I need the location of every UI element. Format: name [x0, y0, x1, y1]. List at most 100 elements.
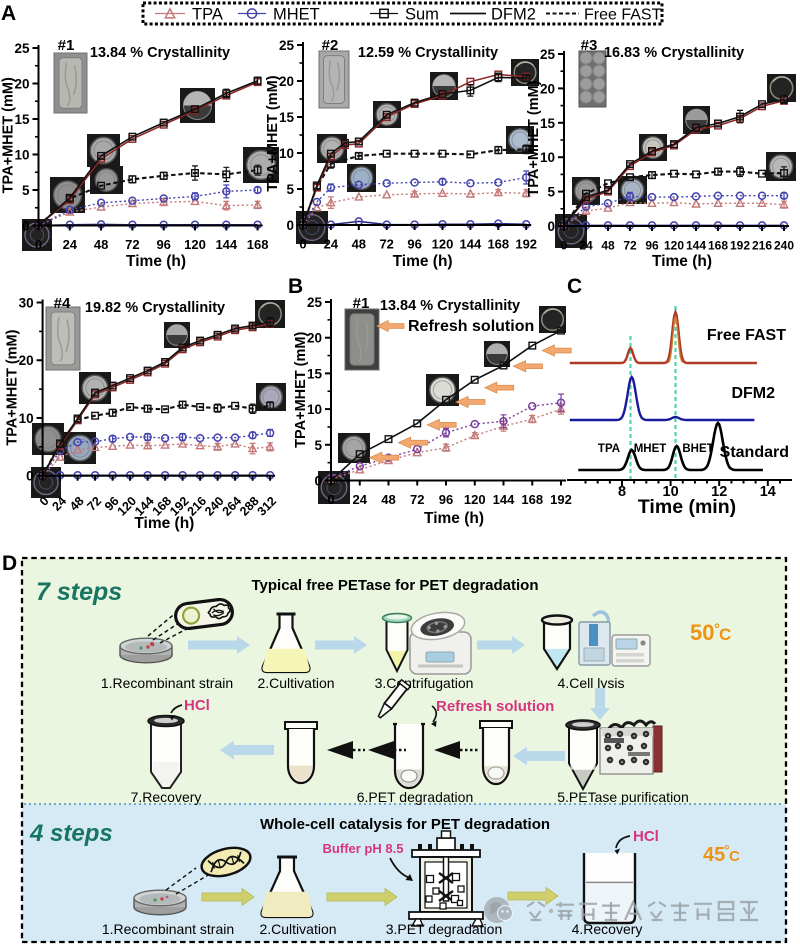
svg-text:13.84 % Crystallinity: 13.84 % Crystallinity — [90, 45, 230, 61]
svg-text:MHET: MHET — [634, 443, 667, 455]
svg-text:Buffer pH 8.5: Buffer pH 8.5 — [323, 841, 404, 856]
svg-text:TPA+MHET (mM): TPA+MHET (mM) — [5, 329, 21, 445]
svg-text:216: 216 — [752, 239, 772, 253]
svg-text:48: 48 — [381, 492, 395, 507]
svg-text:25: 25 — [14, 41, 30, 56]
svg-text:120: 120 — [184, 237, 206, 252]
svg-text:144: 144 — [686, 239, 706, 253]
svg-text:Free FAST: Free FAST — [707, 327, 786, 344]
svg-text:TPA+MHET (mM): TPA+MHET (mM) — [293, 332, 309, 448]
svg-text:7.Recovery: 7.Recovery — [131, 789, 202, 805]
svg-text:12: 12 — [711, 484, 727, 500]
svg-text:96: 96 — [645, 239, 659, 253]
svg-text:6.PET degradation: 6.PET degradation — [357, 789, 474, 805]
svg-text:0: 0 — [35, 237, 42, 252]
svg-text:20: 20 — [540, 81, 555, 96]
svg-text:15: 15 — [540, 116, 556, 131]
svg-text:24: 24 — [324, 237, 339, 252]
svg-text:HCl: HCl — [633, 828, 659, 845]
svg-text:DFM2: DFM2 — [491, 6, 536, 24]
svg-text:72: 72 — [125, 237, 139, 252]
svg-text:0: 0 — [286, 218, 294, 233]
svg-text:24: 24 — [579, 239, 593, 253]
svg-text:0: 0 — [299, 237, 306, 252]
svg-text:C: C — [729, 848, 740, 865]
svg-text:Refresh solution: Refresh solution — [436, 698, 554, 715]
svg-text:Free FAST: Free FAST — [584, 7, 662, 24]
svg-text:192: 192 — [730, 239, 750, 253]
svg-text:C: C — [719, 625, 731, 644]
svg-text:168: 168 — [487, 237, 509, 252]
svg-text:D: D — [2, 552, 17, 575]
svg-text:Typical free PETase for PET de: Typical free PETase for PET degradation — [251, 577, 538, 594]
svg-text:C: C — [567, 275, 582, 298]
svg-text:20: 20 — [14, 77, 29, 92]
svg-text:1.Recombinant strain: 1.Recombinant strain — [102, 921, 234, 937]
svg-text:Time (min): Time (min) — [638, 496, 736, 518]
svg-text:120: 120 — [432, 237, 454, 252]
svg-text:50: 50 — [690, 620, 714, 645]
svg-text:4 steps: 4 steps — [29, 820, 113, 847]
svg-text:96: 96 — [407, 237, 421, 252]
svg-text:0: 0 — [314, 474, 322, 489]
svg-text:96: 96 — [439, 492, 453, 507]
svg-text:30: 30 — [19, 296, 34, 311]
svg-text:25: 25 — [540, 47, 556, 62]
svg-text:1.Recombinant strain: 1.Recombinant strain — [101, 675, 233, 691]
svg-text:°: ° — [714, 621, 720, 638]
svg-text:14: 14 — [760, 484, 776, 500]
svg-text:168: 168 — [521, 492, 543, 507]
svg-text:48: 48 — [352, 237, 366, 252]
svg-text:15: 15 — [307, 366, 323, 381]
svg-text:5.PETase purification: 5.PETase purification — [557, 789, 689, 805]
svg-text:Standard: Standard — [720, 444, 789, 461]
svg-text:2.Cultivation: 2.Cultivation — [259, 921, 336, 937]
svg-text:15: 15 — [279, 110, 295, 125]
svg-text:0: 0 — [547, 219, 555, 234]
svg-text:72: 72 — [623, 239, 637, 253]
svg-text:13.84 % Crystallinity: 13.84 % Crystallinity — [380, 298, 520, 314]
svg-text:144: 144 — [215, 237, 237, 252]
svg-text:20: 20 — [19, 353, 34, 368]
svg-text:10: 10 — [279, 146, 294, 161]
svg-text:5: 5 — [547, 185, 555, 200]
svg-text:0: 0 — [26, 469, 34, 484]
svg-text:Time (h): Time (h) — [134, 515, 194, 532]
svg-text:19.82 % Crystallinity: 19.82 % Crystallinity — [85, 300, 225, 316]
svg-text:MHET: MHET — [273, 6, 320, 24]
svg-text:12.59 % Crystallinity: 12.59 % Crystallinity — [358, 45, 498, 61]
svg-text:96: 96 — [156, 237, 170, 252]
svg-text:144: 144 — [493, 492, 515, 507]
svg-text:TPA+MHET (mM): TPA+MHET (mM) — [265, 75, 281, 191]
svg-text:#2: #2 — [322, 37, 339, 54]
svg-text:#1: #1 — [353, 295, 370, 312]
svg-text:Refresh solution: Refresh solution — [408, 318, 534, 335]
svg-text:72: 72 — [379, 237, 393, 252]
svg-text:#3: #3 — [581, 37, 598, 54]
svg-text:0: 0 — [22, 219, 30, 234]
svg-text:10: 10 — [307, 402, 322, 417]
svg-text:240: 240 — [774, 239, 794, 253]
svg-text:3.PET degradation: 3.PET degradation — [386, 921, 503, 937]
svg-text:Time (h): Time (h) — [393, 253, 453, 270]
svg-text:168: 168 — [247, 237, 269, 252]
svg-text:Time (h): Time (h) — [652, 253, 712, 270]
svg-text:192: 192 — [550, 492, 572, 507]
svg-text:TPA+MHET (mM): TPA+MHET (mM) — [1, 77, 17, 193]
svg-text:4.Cell lysis: 4.Cell lysis — [558, 675, 625, 691]
svg-text:BHET: BHET — [682, 443, 713, 455]
svg-text:24: 24 — [353, 492, 368, 507]
svg-text:TPA: TPA — [598, 443, 620, 455]
svg-text:HCl: HCl — [184, 697, 210, 714]
svg-text:A: A — [1, 2, 16, 25]
svg-text:48: 48 — [94, 237, 108, 252]
svg-text:10: 10 — [19, 411, 34, 426]
svg-text:0: 0 — [561, 239, 568, 253]
svg-text:Whole-cell catalysis for PET d: Whole-cell catalysis for PET degradation — [260, 816, 550, 833]
svg-text:25: 25 — [307, 295, 323, 310]
svg-text:5: 5 — [286, 182, 294, 197]
svg-text:7 steps: 7 steps — [36, 578, 122, 606]
svg-text:#1: #1 — [58, 37, 75, 54]
svg-text:4.Recovery: 4.Recovery — [572, 921, 643, 937]
svg-text:120: 120 — [464, 492, 486, 507]
